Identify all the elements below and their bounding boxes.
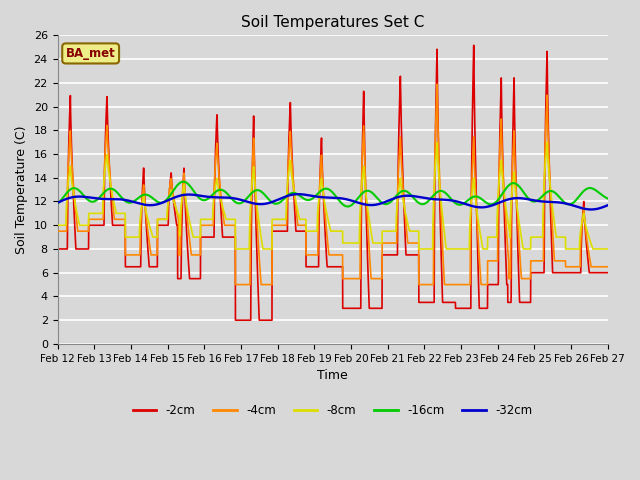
-2cm [470, 42, 477, 48]
Text: BA_met: BA_met [66, 47, 116, 60]
Line: -4cm: -4cm [58, 84, 607, 285]
-2cm [387, 252, 394, 258]
-32cm [552, 199, 559, 205]
-32cm [604, 203, 611, 208]
-4cm [396, 141, 404, 147]
-4cm [433, 81, 441, 87]
-8cm [543, 140, 551, 145]
-32cm [604, 203, 611, 208]
-2cm [604, 270, 611, 276]
-2cm [604, 270, 611, 276]
-16cm [387, 199, 394, 205]
-16cm [396, 190, 404, 195]
-8cm [604, 246, 611, 252]
-16cm [604, 195, 611, 201]
-16cm [344, 204, 351, 209]
-16cm [552, 191, 559, 196]
-8cm [387, 228, 394, 234]
-4cm [604, 264, 611, 270]
-32cm [294, 192, 302, 197]
-16cm [54, 201, 61, 206]
-8cm [232, 246, 239, 252]
-32cm [396, 194, 404, 200]
-2cm [396, 88, 404, 94]
-4cm [604, 264, 611, 270]
-2cm [54, 246, 61, 252]
-32cm [172, 194, 179, 200]
-4cm [387, 240, 394, 246]
-4cm [232, 282, 239, 288]
Line: -32cm: -32cm [58, 194, 607, 209]
-8cm [396, 178, 404, 184]
-8cm [604, 246, 611, 252]
Legend: -2cm, -4cm, -8cm, -16cm, -32cm: -2cm, -4cm, -8cm, -16cm, -32cm [128, 399, 537, 421]
-8cm [207, 216, 215, 222]
Line: -16cm: -16cm [58, 181, 607, 206]
-2cm [172, 213, 179, 218]
-16cm [604, 195, 611, 201]
Line: -8cm: -8cm [58, 143, 607, 249]
-16cm [207, 193, 215, 199]
-2cm [207, 234, 215, 240]
-16cm [172, 185, 179, 191]
-4cm [172, 203, 179, 208]
Title: Soil Temperatures Set C: Soil Temperatures Set C [241, 15, 424, 30]
Y-axis label: Soil Temperature (C): Soil Temperature (C) [15, 125, 28, 254]
-32cm [207, 194, 215, 200]
-4cm [207, 222, 215, 228]
-8cm [54, 222, 61, 228]
-32cm [54, 200, 61, 205]
-4cm [54, 228, 61, 234]
Line: -2cm: -2cm [58, 45, 607, 320]
-32cm [588, 206, 595, 212]
-8cm [552, 229, 559, 235]
-2cm [552, 270, 559, 276]
-32cm [387, 197, 394, 203]
-16cm [179, 179, 187, 184]
-8cm [172, 204, 179, 210]
X-axis label: Time: Time [317, 369, 348, 382]
-2cm [232, 317, 239, 323]
-4cm [552, 258, 559, 264]
